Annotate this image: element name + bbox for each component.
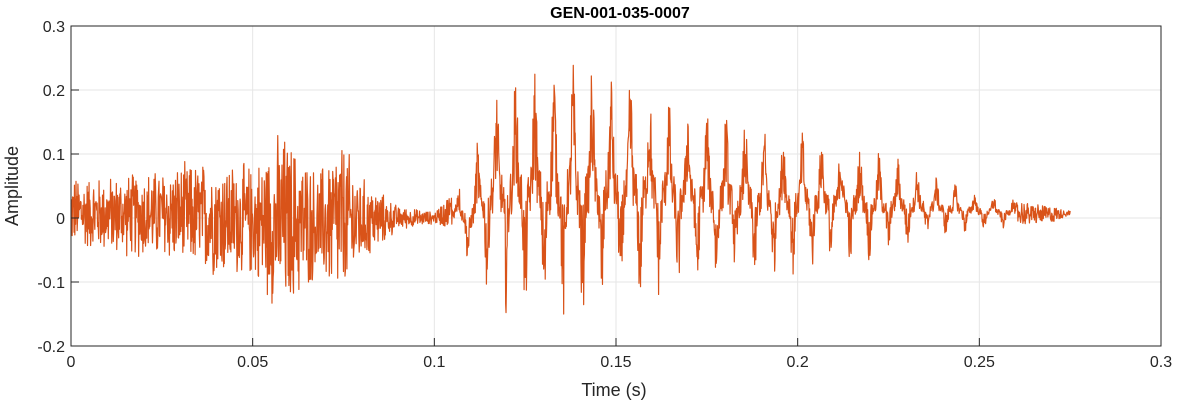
y-tick-label: 0.2 [43,83,65,100]
x-tick-label: 0.15 [600,354,631,371]
x-tick-label: 0.2 [787,354,809,371]
y-tick-label: -0.2 [37,339,65,356]
x-tick-label: 0 [67,354,76,371]
x-axis: 0 0.05 0.1 0.15 0.2 0.25 0.3 [67,338,1172,371]
x-tick-label: 0.3 [1150,354,1172,371]
chart-title: GEN-001-035-0007 [550,5,690,22]
y-axis: -0.2 -0.1 0 0.1 0.2 0.3 [37,19,79,356]
y-tick-label: 0.3 [43,19,65,36]
amplitude-series-line [70,64,1071,315]
x-tick-label: 0.05 [237,354,268,371]
y-axis-label: Amplitude [2,146,22,226]
y-tick-label: 0.1 [43,147,65,164]
y-tick-label: -0.1 [37,275,65,292]
y-tick-label: 0 [56,211,65,228]
x-tick-label: 0.1 [423,354,445,371]
x-axis-label: Time (s) [581,380,646,400]
x-tick-label: 0.25 [964,354,995,371]
